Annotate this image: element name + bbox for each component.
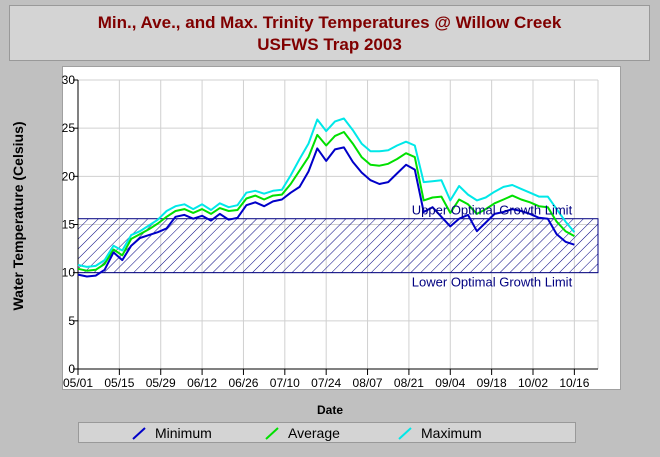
x-tick-label: 09/04	[435, 376, 465, 390]
series-line-minimum	[77, 146, 575, 278]
y-tick-label: 25	[62, 121, 76, 135]
y-tick-label: 0	[68, 362, 75, 376]
y-tick-label: 15	[62, 218, 76, 232]
y-tick-label: 20	[62, 169, 76, 183]
x-tick-label: 05/15	[104, 376, 134, 390]
optimal-growth-band	[77, 218, 599, 274]
legend-label-minimum: Minimum	[155, 425, 212, 441]
x-tick-label: 06/12	[187, 376, 217, 390]
x-tick-label: 07/24	[311, 376, 341, 390]
series-line-average	[77, 131, 575, 272]
x-axis-label: Date	[316, 403, 343, 417]
legend: Minimum Average Maximum	[78, 422, 576, 443]
x-tick-label: 08/21	[394, 376, 424, 390]
upper-limit-label: Upper Optimal Growth Limit	[412, 203, 573, 218]
legend-label-average: Average	[288, 425, 340, 441]
y-tick-label: 30	[62, 73, 76, 87]
legend-swatch-minimum	[132, 427, 146, 440]
x-tick-label: 09/18	[477, 376, 507, 390]
x-tick-label: 08/07	[353, 376, 383, 390]
y-tick-label: 10	[62, 266, 76, 280]
x-tick-label: 05/29	[146, 376, 176, 390]
y-axis-label: Water Temperature (Celsius)	[3, 66, 33, 366]
lower-limit-label: Lower Optimal Growth Limit	[412, 275, 573, 290]
series-line-maximum	[77, 117, 576, 268]
y-tick-label: 5	[68, 314, 75, 328]
chart-title-line1: Min., Ave., and Max. Trinity Temperature…	[97, 13, 562, 32]
y-axis-label-text: Water Temperature (Celsius)	[10, 121, 26, 311]
chart-title-box: Min., Ave., and Max. Trinity Temperature…	[9, 5, 650, 61]
x-tick-label: 10/02	[518, 376, 548, 390]
x-tick-label: 05/01	[63, 376, 93, 390]
legend-swatch-maximum	[398, 427, 412, 440]
chart-title-line2: USFWS Trap 2003	[257, 35, 402, 54]
x-tick-label: 10/16	[559, 376, 589, 390]
x-tick-label: 07/10	[270, 376, 300, 390]
legend-label-maximum: Maximum	[421, 425, 482, 441]
x-tick-label: 06/26	[228, 376, 258, 390]
legend-swatch-average	[265, 427, 279, 440]
